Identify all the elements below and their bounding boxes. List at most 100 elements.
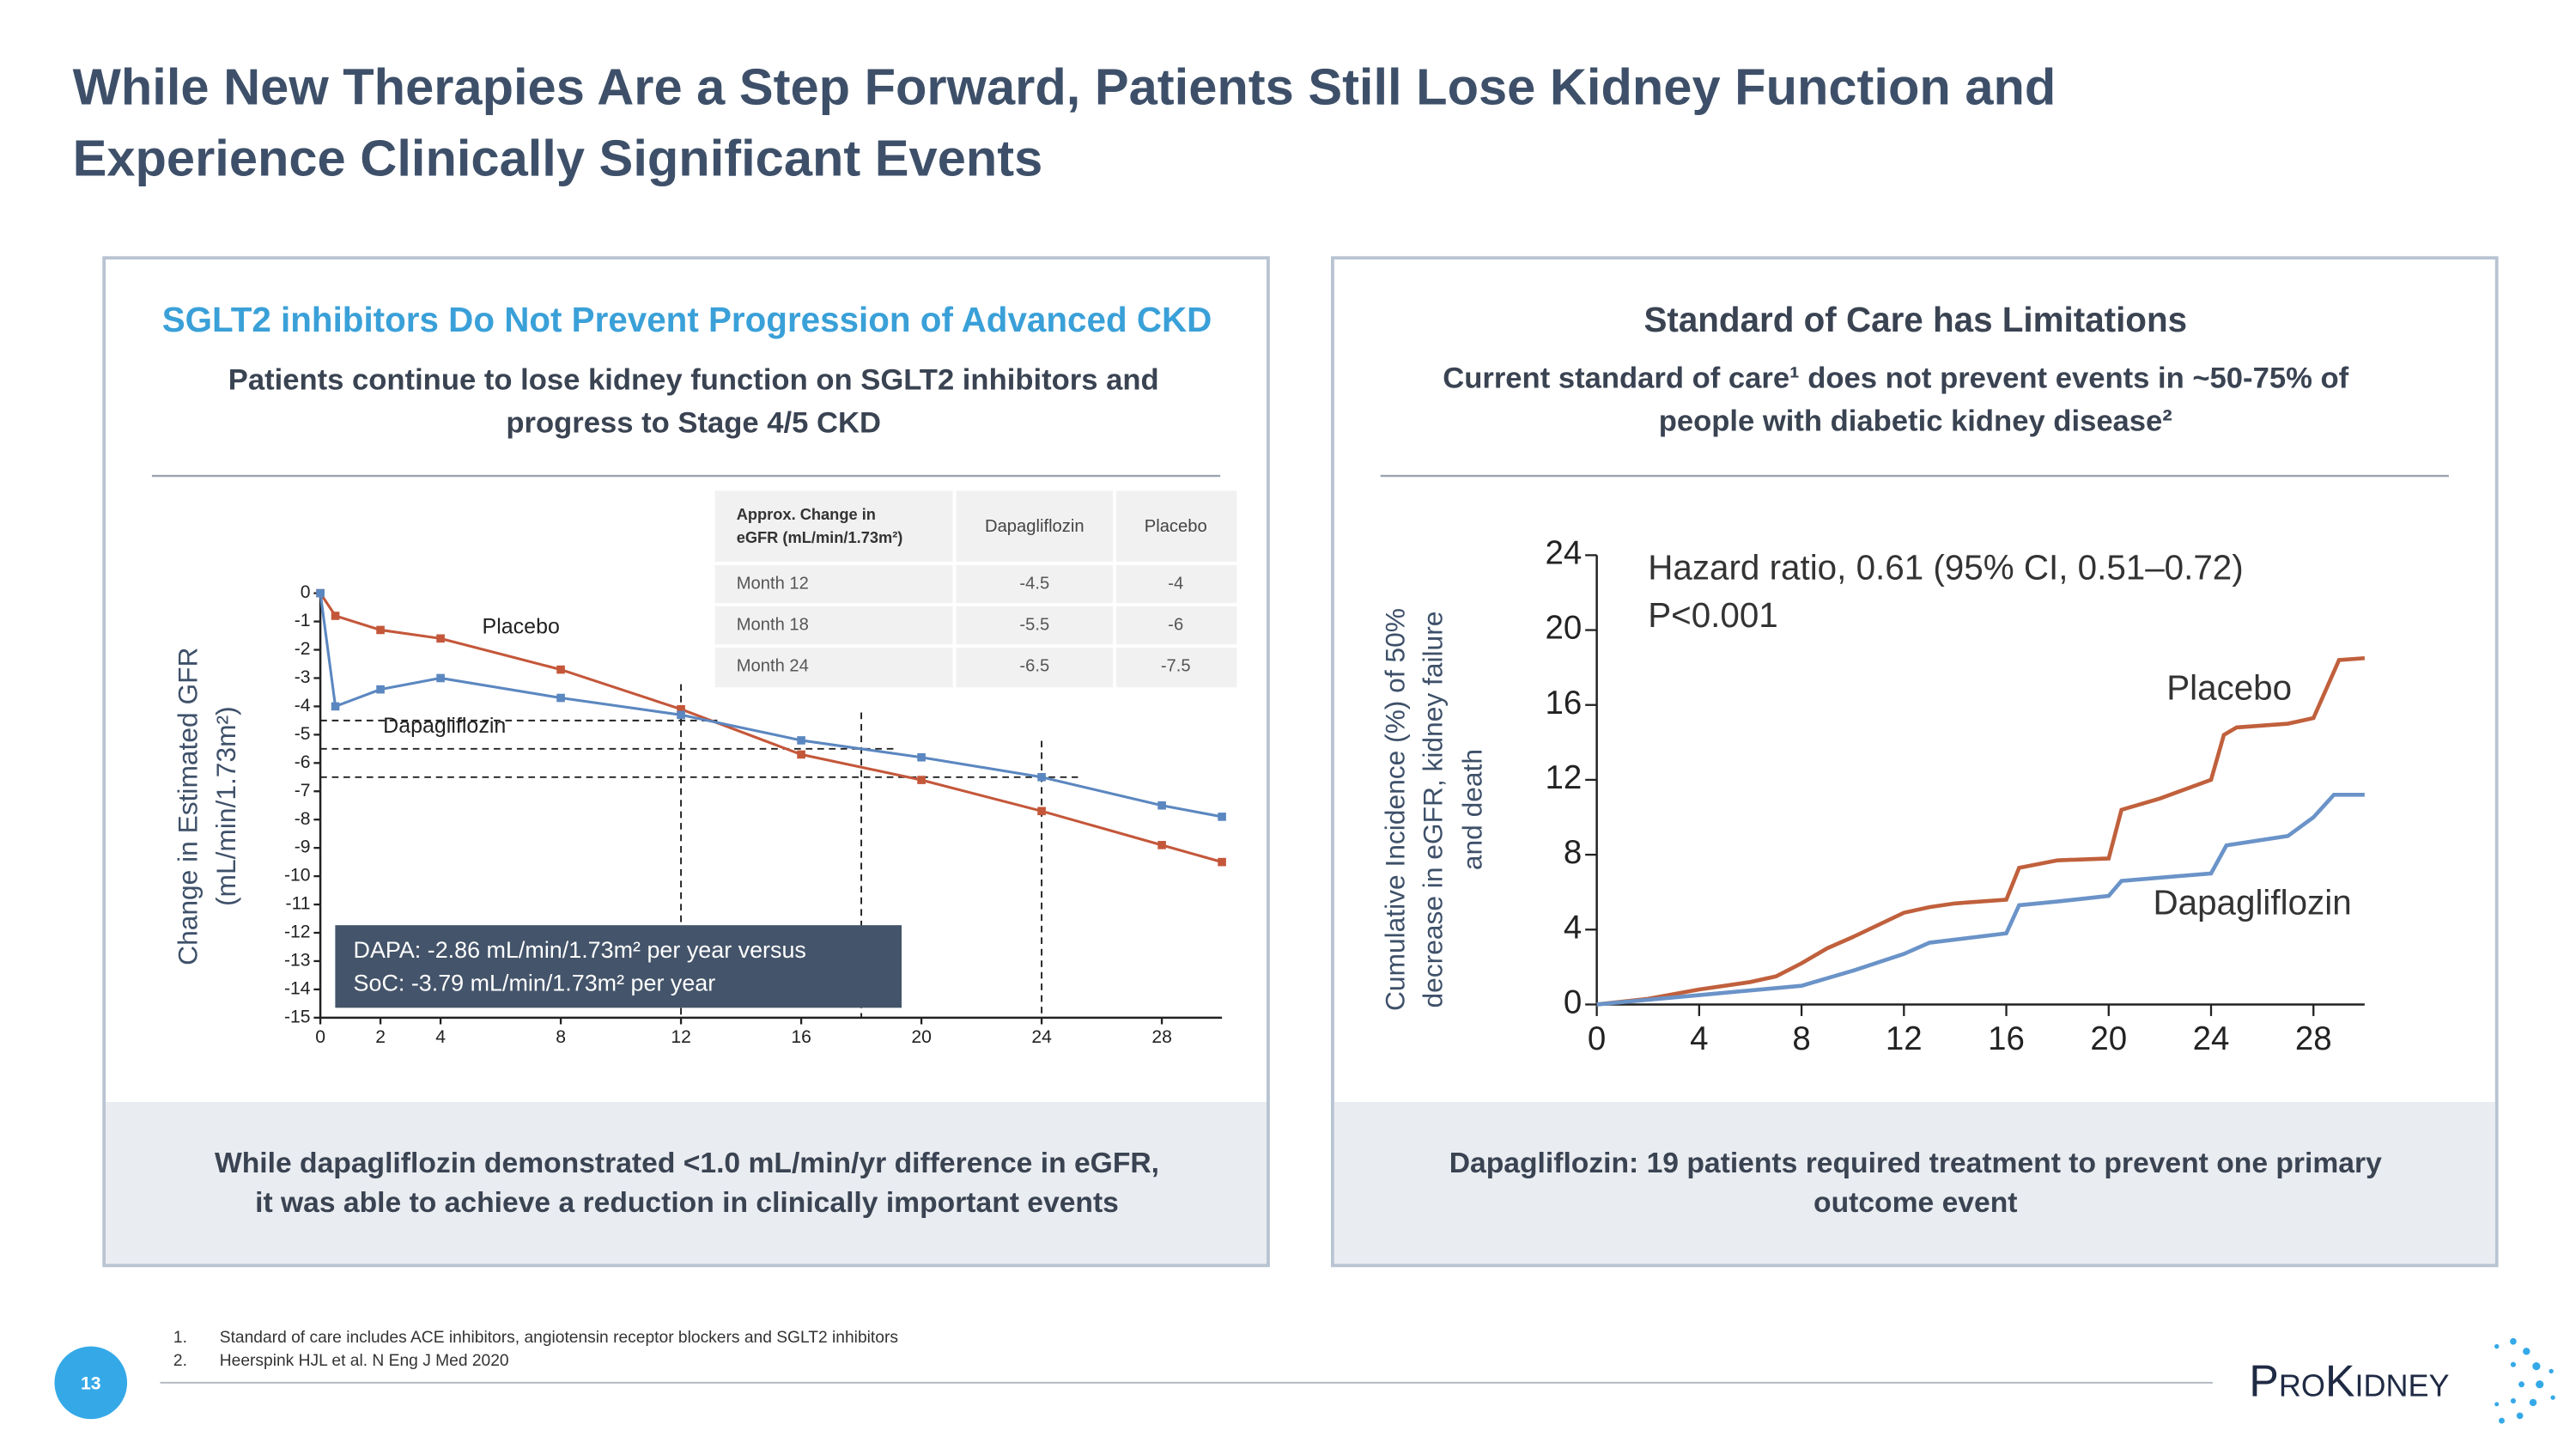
annotation: P<0.001 xyxy=(1648,595,1778,635)
y-axis-label: (mL/min/1.73m²) xyxy=(210,706,241,906)
y-tick-label: -2 xyxy=(295,639,311,659)
x-tick-label: 8 xyxy=(556,1027,566,1047)
table-cell: -4.5 xyxy=(1019,574,1049,593)
y-axis-label: Change in Estimated GFR xyxy=(173,648,204,965)
y-tick-label: -15 xyxy=(284,1007,311,1026)
table-background xyxy=(714,490,1237,688)
x-tick-label: 12 xyxy=(671,1027,691,1047)
point xyxy=(797,736,805,745)
x-tick-label: 12 xyxy=(1886,1020,1923,1057)
panel-caption: outcome event xyxy=(1814,1187,2017,1219)
series-label: Dapagliflozin xyxy=(2153,883,2351,922)
y-axis-label: Cumulative Incidence (%) of 50% xyxy=(1379,608,1410,1011)
annotation: Hazard ratio, 0.61 (95% CI, 0.51–0.72) xyxy=(1648,547,2244,587)
point xyxy=(1157,801,1166,810)
x-tick-label: 2 xyxy=(375,1027,386,1047)
y-tick-label: -8 xyxy=(295,809,311,829)
x-tick-label: 20 xyxy=(2090,1020,2127,1057)
series-label: Placebo xyxy=(483,615,560,639)
slide-title: While New Therapies Are a Step Forward, … xyxy=(73,58,2057,116)
series-line xyxy=(1596,655,2366,1007)
table-cell: -5.5 xyxy=(1019,615,1049,634)
x-tick-label: 24 xyxy=(2193,1020,2230,1057)
footnote-number: 2. xyxy=(173,1352,187,1370)
x-tick-label: 28 xyxy=(2295,1020,2332,1057)
x-tick-label: 24 xyxy=(1031,1027,1052,1047)
point xyxy=(436,673,445,683)
panel-caption: While dapagliflozin demonstrated <1.0 mL… xyxy=(215,1148,1159,1179)
y-tick-label: -12 xyxy=(284,922,311,942)
point xyxy=(1157,841,1166,849)
point xyxy=(556,693,565,703)
y-tick-label: 0 xyxy=(301,582,311,602)
footnote-number: 1. xyxy=(173,1329,187,1347)
y-tick-label: 16 xyxy=(1546,685,1583,721)
point xyxy=(677,710,685,720)
point xyxy=(1037,807,1046,816)
panel-heading: Standard of Care has Limitations xyxy=(1643,300,2187,339)
x-tick-label: 4 xyxy=(1690,1020,1708,1057)
point xyxy=(917,752,926,762)
x-tick-label: 16 xyxy=(1988,1020,2025,1057)
table-cell: Month 18 xyxy=(737,615,809,634)
x-tick-label: 16 xyxy=(791,1027,811,1047)
y-tick-label: -13 xyxy=(284,951,311,971)
x-tick-label: 4 xyxy=(435,1027,446,1047)
panel xyxy=(1331,256,2499,1268)
panel-subtitle: Current standard of care¹ does not preve… xyxy=(1443,362,2348,395)
table-cell: -6.5 xyxy=(1019,657,1049,676)
footnote: Heerspink HJL et al. N Eng J Med 2020 xyxy=(220,1352,509,1370)
slide-title: Experience Clinically Significant Events xyxy=(73,129,1043,186)
panel xyxy=(102,256,1270,1268)
x-tick-label: 28 xyxy=(1151,1027,1172,1047)
point xyxy=(1037,772,1046,782)
point xyxy=(331,612,340,620)
table-cell: -7.5 xyxy=(1161,657,1191,676)
annotation: DAPA: -2.86 mL/min/1.73m² per year versu… xyxy=(354,937,806,963)
point xyxy=(316,588,325,598)
y-tick-label: 8 xyxy=(1564,834,1582,871)
point xyxy=(797,750,805,759)
point xyxy=(677,704,685,714)
table-cell: -4 xyxy=(1168,574,1183,593)
annotation: SoC: -3.79 mL/min/1.73m² per year xyxy=(354,970,716,995)
panel-heading: SGLT2 inhibitors Do Not Prevent Progress… xyxy=(162,300,1212,339)
x-tick-label: 8 xyxy=(1792,1020,1810,1057)
panel-caption: it was able to achieve a reduction in cl… xyxy=(255,1187,1119,1219)
point xyxy=(1218,813,1226,821)
y-tick-label: -1 xyxy=(295,611,311,630)
series-label: Placebo xyxy=(2166,668,2292,708)
point xyxy=(436,634,445,643)
point xyxy=(331,702,340,711)
point xyxy=(917,776,926,784)
panel-subtitle: Patients continue to lose kidney functio… xyxy=(228,364,1159,397)
y-axis-label: and death xyxy=(1457,749,1488,870)
point xyxy=(376,625,385,635)
y-tick-label: -11 xyxy=(286,894,311,914)
logo-mark xyxy=(2494,1337,2555,1424)
y-tick-label: -14 xyxy=(284,978,311,998)
table-cell: Month 12 xyxy=(737,574,809,593)
logo: ProKidney xyxy=(2249,1356,2449,1406)
x-tick-label: 0 xyxy=(315,1027,325,1047)
point xyxy=(556,665,565,674)
y-tick-label: -6 xyxy=(295,752,311,772)
panel-subtitle: people with diabetic kidney disease² xyxy=(1659,405,2172,438)
point xyxy=(1218,857,1226,867)
footnote: Standard of care includes ACE inhibitors… xyxy=(220,1329,898,1347)
y-axis-label: decrease in eGFR, kidney failure xyxy=(1418,612,1449,1008)
y-tick-label: 24 xyxy=(1546,535,1583,572)
y-tick-label: 0 xyxy=(1564,984,1582,1021)
y-tick-label: -3 xyxy=(295,667,311,687)
panel-caption: Dapagliflozin: 19 patients required trea… xyxy=(1449,1148,2382,1179)
table-header: Approx. Change in xyxy=(737,505,876,523)
table-cell: -6 xyxy=(1168,615,1183,634)
y-tick-label: -10 xyxy=(284,866,311,886)
y-tick-label: 20 xyxy=(1546,610,1583,647)
panel-subtitle: progress to Stage 4/5 CKD xyxy=(506,407,881,440)
y-tick-label: -9 xyxy=(295,837,311,857)
y-tick-label: 12 xyxy=(1546,759,1583,796)
series-label: Dapagliflozin xyxy=(383,714,506,738)
page-number: 13 xyxy=(81,1373,101,1393)
